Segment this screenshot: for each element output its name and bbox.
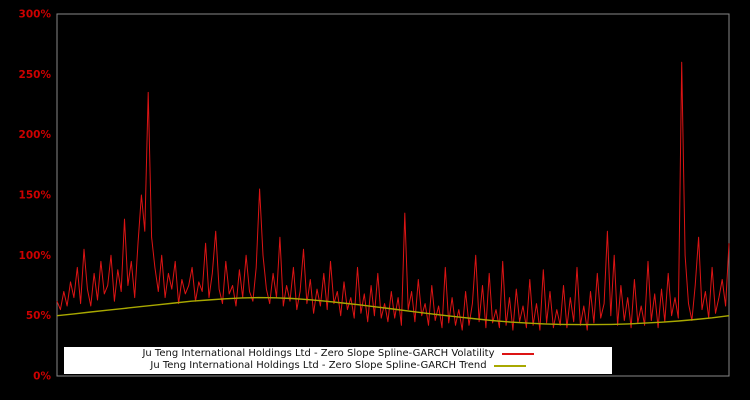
y-tick-label: 250% xyxy=(19,69,52,81)
legend: Ju Teng International Holdings Ltd - Zer… xyxy=(64,347,612,374)
y-tick-label: 300% xyxy=(19,9,52,21)
legend-item-volatility: Ju Teng International Holdings Ltd - Zer… xyxy=(64,348,612,360)
legend-label-volatility: Ju Teng International Holdings Ltd - Zer… xyxy=(142,348,495,359)
y-tick-label: 200% xyxy=(19,129,52,141)
legend-item-trend: Ju Teng International Holdings Ltd - Zer… xyxy=(64,360,612,372)
y-tick-label: 100% xyxy=(19,250,52,262)
legend-label-trend: Ju Teng International Holdings Ltd - Zer… xyxy=(150,360,487,371)
y-tick-label: 0% xyxy=(33,371,51,383)
volatility-series-line xyxy=(56,61,730,331)
legend-swatch xyxy=(493,365,526,367)
plot-frame xyxy=(56,13,730,377)
trend-series-line xyxy=(56,296,730,326)
y-tick-label: 50% xyxy=(26,310,52,322)
legend-swatch xyxy=(501,353,534,355)
y-tick-label: 150% xyxy=(19,190,52,202)
